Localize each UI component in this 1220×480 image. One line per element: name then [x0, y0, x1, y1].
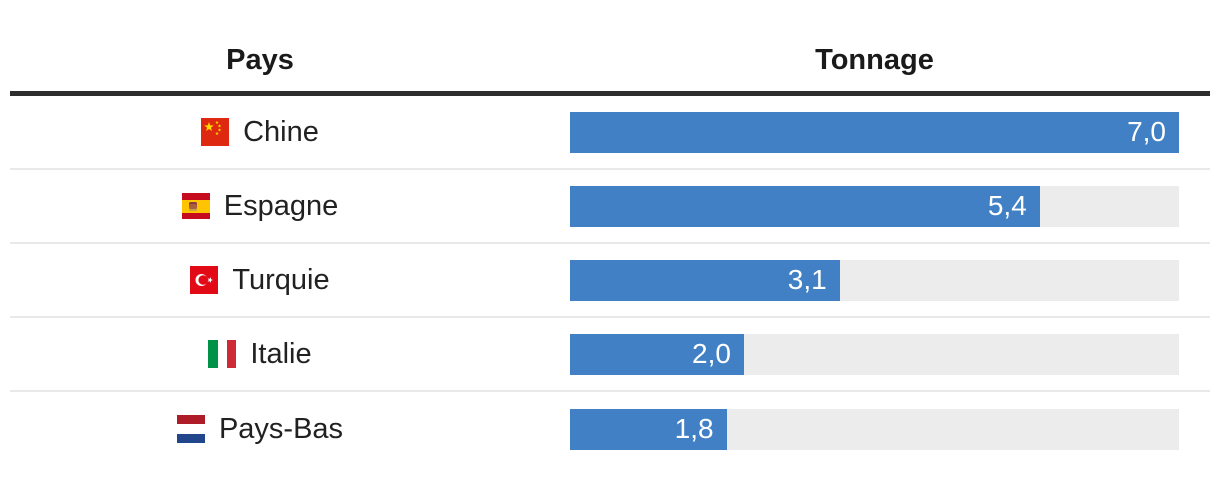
- bar-track: 7,0: [570, 111, 1179, 153]
- country-cell: Turquie: [190, 263, 330, 296]
- flag-espagne-icon: [181, 193, 210, 219]
- tonnage-value: 5,4: [987, 190, 1027, 221]
- tonnage-value: 7,0: [1127, 116, 1166, 147]
- country-label: Espagne: [223, 189, 339, 222]
- table-row: Turquie 3,1: [10, 244, 1210, 318]
- tonnage-bar: 5,4: [570, 185, 1040, 227]
- tonnage-value: 3,1: [787, 264, 827, 295]
- flag-paysbas-icon: [176, 415, 205, 443]
- flag-italie-icon: [208, 340, 237, 368]
- country-cell: Italie: [208, 337, 312, 370]
- country-label: Pays-Bas: [218, 412, 344, 445]
- tonnage-table: Pays Tonnage: [10, 0, 1210, 466]
- table-row: Italie 2,0: [10, 318, 1210, 392]
- tonnage-bar: 3,1: [570, 259, 840, 301]
- country-cell: Espagne: [181, 189, 339, 222]
- table-row: Chine 7,0: [10, 96, 1210, 170]
- bar-track: 2,0: [570, 333, 1179, 375]
- bar-track: 5,4: [570, 185, 1179, 227]
- bar-track: 1,8: [570, 408, 1179, 450]
- bar-track: 3,1: [570, 259, 1179, 301]
- tonnage-column-header: Tonnage: [815, 44, 934, 76]
- country-label: Turquie: [232, 263, 330, 296]
- tonnage-value: 1,8: [674, 413, 714, 444]
- table-row: Espagne 5,4: [10, 170, 1210, 244]
- country-cell: Pays-Bas: [176, 412, 344, 445]
- tonnage-bar: 2,0: [570, 333, 744, 375]
- tonnage-value: 2,0: [692, 338, 731, 369]
- table-row: Pays-Bas 1,8: [10, 392, 1210, 466]
- country-cell: Chine: [201, 115, 319, 148]
- flag-chine-icon: [201, 118, 230, 146]
- country-label: Italie: [250, 337, 312, 370]
- country-label: Chine: [243, 115, 319, 148]
- tonnage-bar: 1,8: [570, 408, 727, 450]
- flag-turquie-icon: [190, 266, 219, 294]
- pays-column-header: Pays: [226, 44, 294, 76]
- tonnage-bar: 7,0: [570, 111, 1179, 153]
- table-header-row: Pays Tonnage: [10, 0, 1210, 96]
